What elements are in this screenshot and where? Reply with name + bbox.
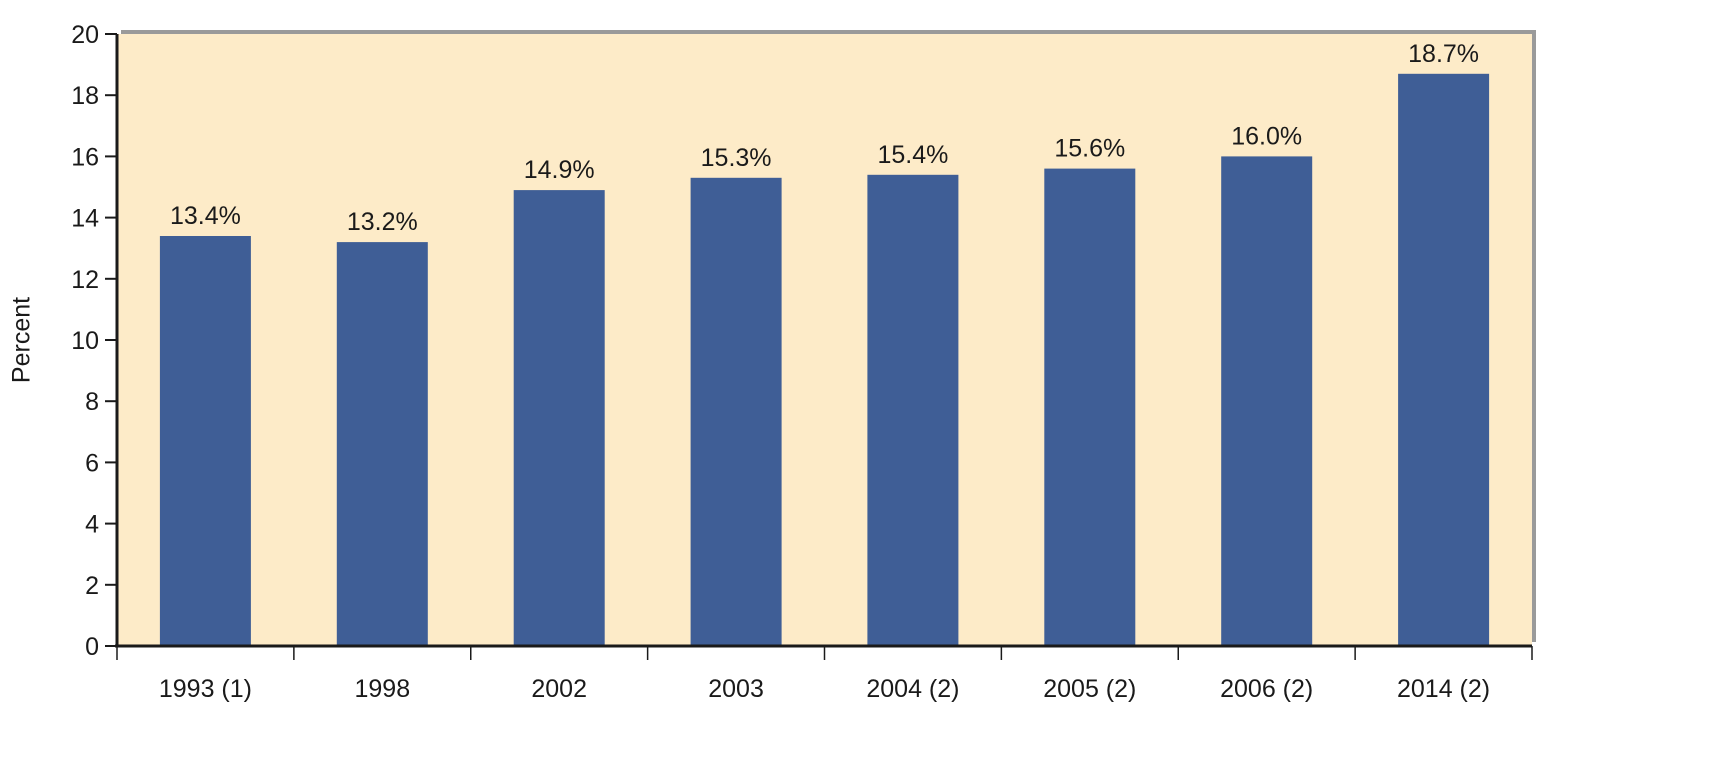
- bar: [336, 242, 428, 646]
- bar: [159, 236, 251, 646]
- y-tick-label: 12: [71, 266, 99, 294]
- plot-frame: [117, 30, 1536, 646]
- y-axis: 0 2 4 6 8 10 12 14 16 18 20: [71, 21, 119, 661]
- bar: [513, 190, 605, 646]
- x-tick-label: 2005 (2): [1043, 675, 1136, 703]
- y-tick-label: 18: [71, 82, 99, 110]
- bar: [867, 174, 959, 647]
- data-label: 15.4%: [877, 141, 948, 169]
- bar: [1221, 156, 1313, 646]
- y-tick-label: 20: [71, 21, 99, 49]
- x-tick-label: 2002: [531, 675, 587, 703]
- data-label: 14.9%: [524, 156, 595, 184]
- x-axis: 1993 (1) 1998 2002 2003 2004 (2) 2005 (2) 2006…: [115, 644, 1533, 703]
- x-tick-label: 2006 (2): [1220, 675, 1313, 703]
- y-tick-label: 4: [85, 511, 99, 539]
- x-tick-label: 2003: [708, 675, 764, 703]
- data-label: 13.2%: [347, 208, 418, 236]
- data-labels-group: 13.4% 13.2% 14.9% 15.3% 15.4% 15.6% 16.0% 18.7%: [170, 40, 1479, 236]
- x-tick-label: 1998: [355, 675, 411, 703]
- y-tick-label: 14: [71, 205, 99, 233]
- data-label: 15.3%: [701, 144, 772, 172]
- x-tick-label: 2004 (2): [866, 675, 959, 703]
- y-tick-label: 0: [85, 633, 99, 661]
- data-label: 13.4%: [170, 202, 241, 230]
- y-tick-label: 10: [71, 327, 99, 355]
- data-label: 15.6%: [1054, 135, 1125, 163]
- data-label: 16.0%: [1231, 122, 1302, 150]
- x-tick-label: 1993 (1): [159, 675, 252, 703]
- bar: [690, 177, 782, 647]
- y-tick-label: 2: [85, 572, 99, 600]
- y-tick-label: 8: [85, 388, 99, 416]
- bar: [1044, 168, 1136, 646]
- plot-background: [117, 34, 1532, 646]
- bars-group: [159, 73, 1490, 647]
- y-axis-label: Percent: [8, 297, 36, 383]
- y-tick-label: 6: [85, 449, 99, 477]
- bar: [1398, 73, 1490, 647]
- y-tick-label: 16: [71, 143, 99, 171]
- x-tick-label: 2014 (2): [1397, 675, 1490, 703]
- data-label: 18.7%: [1408, 40, 1479, 68]
